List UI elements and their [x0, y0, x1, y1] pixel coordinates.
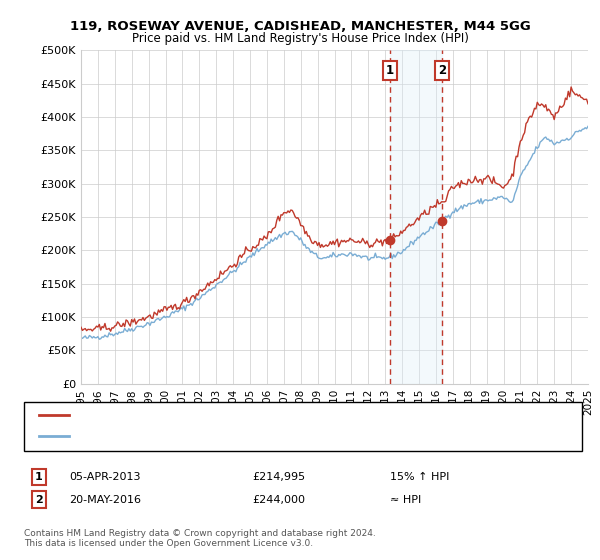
Text: £244,000: £244,000	[252, 494, 305, 505]
Text: 20-MAY-2016: 20-MAY-2016	[69, 494, 141, 505]
Text: 2: 2	[35, 494, 43, 505]
Text: 2: 2	[438, 64, 446, 77]
Text: Contains HM Land Registry data © Crown copyright and database right 2024.
This d: Contains HM Land Registry data © Crown c…	[24, 529, 376, 548]
Text: 15% ↑ HPI: 15% ↑ HPI	[390, 472, 449, 482]
Text: 1: 1	[386, 64, 394, 77]
Text: 1: 1	[35, 472, 43, 482]
Text: 119, ROSEWAY AVENUE, CADISHEAD, MANCHESTER, M44 5GG (detached house): 119, ROSEWAY AVENUE, CADISHEAD, MANCHEST…	[75, 410, 494, 421]
Text: £214,995: £214,995	[252, 472, 305, 482]
Text: ≈ HPI: ≈ HPI	[390, 494, 421, 505]
Text: 119, ROSEWAY AVENUE, CADISHEAD, MANCHESTER, M44 5GG: 119, ROSEWAY AVENUE, CADISHEAD, MANCHEST…	[70, 20, 530, 32]
Text: HPI: Average price, detached house, Salford: HPI: Average price, detached house, Salf…	[75, 431, 305, 441]
Text: 05-APR-2013: 05-APR-2013	[69, 472, 140, 482]
Text: Price paid vs. HM Land Registry's House Price Index (HPI): Price paid vs. HM Land Registry's House …	[131, 32, 469, 45]
Bar	[390, 50, 442, 384]
